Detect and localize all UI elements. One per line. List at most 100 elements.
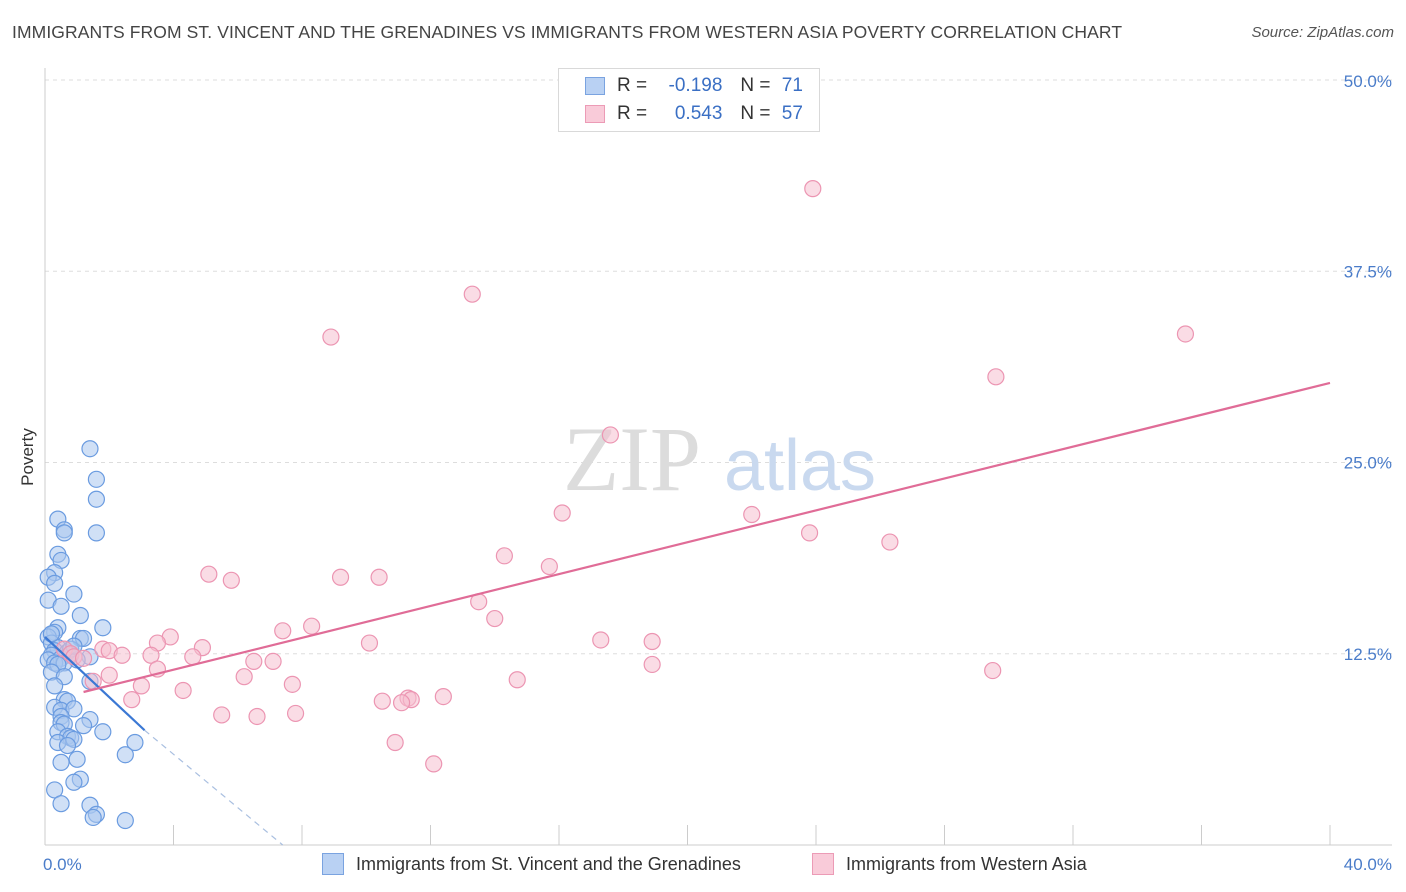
pink-point [264, 652, 282, 671]
blue-point [116, 746, 134, 764]
pink-point [987, 368, 1005, 386]
pink-point [984, 661, 1002, 680]
y-tick-label: 12.5% [1344, 645, 1392, 664]
legend-r-value: 0.543 [674, 103, 723, 124]
blue-point [52, 753, 70, 771]
blue-point [74, 717, 93, 735]
y-tick-label: 37.5% [1344, 262, 1392, 281]
series-swatch-pink [812, 853, 834, 875]
blue-point [65, 700, 83, 718]
pink-point [1176, 325, 1195, 343]
blue-point [87, 490, 106, 508]
blue-point [52, 597, 70, 615]
pink-point [601, 426, 620, 444]
blue-point [81, 440, 99, 458]
trend-lines [44, 381, 1331, 846]
pink-point [132, 677, 150, 695]
blue-point [46, 574, 64, 592]
series-legend-blue: Immigrants from St. Vincent and the Gren… [322, 852, 741, 876]
blue-point [52, 795, 70, 813]
blue-point [68, 750, 86, 768]
pink-point [283, 675, 301, 693]
y-axis-label: Poverty [18, 428, 37, 486]
axis-labels: 12.5% 25.0% 37.5% 50.0% 0.0% 40.0% Poverty [18, 72, 1392, 874]
pink-point [123, 691, 141, 709]
pink-point [274, 622, 292, 640]
legend-row-blue: R = -0.198 N = 71 [585, 74, 803, 98]
blue-point [46, 677, 64, 695]
y-tick-label: 50.0% [1344, 72, 1392, 91]
source-credit: Source: ZipAtlas.com [1251, 24, 1394, 41]
pink-point [235, 668, 253, 686]
legend-row-pink: R = 0.543 N = 57 [585, 102, 803, 126]
pink-point [370, 568, 388, 586]
blue-point [42, 625, 61, 643]
pink-point [100, 666, 118, 684]
legend-r-value: -0.198 [668, 75, 723, 96]
pink-point [743, 505, 761, 524]
series-name-pink: Immigrants from Western Asia [846, 853, 1087, 874]
watermark-atlas: atlas [724, 426, 876, 506]
pink-point [392, 694, 411, 712]
blue-trend-extension [144, 729, 284, 846]
axes [44, 68, 1392, 846]
pink-point [425, 755, 443, 773]
pink-point [142, 646, 160, 664]
blue-point [94, 723, 112, 741]
pink-point [540, 557, 558, 576]
legend-n-value: 57 [781, 103, 803, 124]
stats-legend: R = -0.198 N = 71 R = 0.543 N = 57 [558, 68, 820, 132]
pink-point [800, 524, 819, 542]
pink-point [881, 533, 899, 551]
series-name-blue: Immigrants from St. Vincent and the Gren… [356, 853, 741, 874]
pink-point [643, 632, 661, 651]
pink-point [643, 655, 661, 674]
blue-point [126, 733, 144, 752]
blue-point [58, 736, 77, 755]
blue-point [116, 811, 134, 830]
blue-point [84, 808, 102, 827]
x-tick-label: 40.0% [1344, 855, 1392, 874]
chart-title: IMMIGRANTS FROM ST. VINCENT AND THE GREN… [12, 22, 1123, 42]
legend-n-value: 71 [781, 75, 803, 96]
pink-point [434, 687, 452, 706]
pink-point [303, 617, 321, 635]
legend-r-label: R = [617, 103, 648, 124]
pink-point [486, 609, 504, 628]
watermark: ZIP atlas [563, 408, 876, 510]
pink-point [463, 285, 481, 303]
blue-point [87, 470, 106, 488]
watermark-zip: ZIP [563, 408, 701, 510]
pink-point [322, 328, 340, 346]
pink-point [508, 671, 526, 689]
series-swatch-blue [322, 853, 344, 875]
legend-r-label: R = [617, 75, 648, 96]
blue-point [46, 781, 64, 799]
grid-lines [45, 79, 1392, 655]
pink-point [495, 547, 513, 565]
pink-trend-line [83, 381, 1331, 694]
pink-point [804, 180, 822, 198]
pink-point [222, 571, 240, 589]
pink-point [286, 704, 305, 723]
data-points [39, 180, 1195, 830]
blue-point [55, 524, 73, 542]
legend-n-label: N = [740, 103, 771, 124]
series-legend-pink: Immigrants from Western Asia [812, 852, 1087, 876]
pink-point [360, 634, 379, 652]
blue-point [94, 619, 112, 637]
blue-point [65, 773, 83, 791]
pink-point [74, 649, 93, 667]
pink-point [113, 646, 131, 664]
pink-point [248, 707, 266, 726]
legend-swatch-pink [585, 105, 605, 123]
blue-point [71, 606, 89, 625]
pink-point [213, 706, 231, 724]
pink-point [592, 631, 610, 649]
blue-point [65, 585, 83, 603]
pink-point [373, 692, 391, 710]
blue-point [87, 524, 106, 542]
pink-point [245, 652, 263, 671]
x-tick-label: 0.0% [43, 855, 82, 874]
